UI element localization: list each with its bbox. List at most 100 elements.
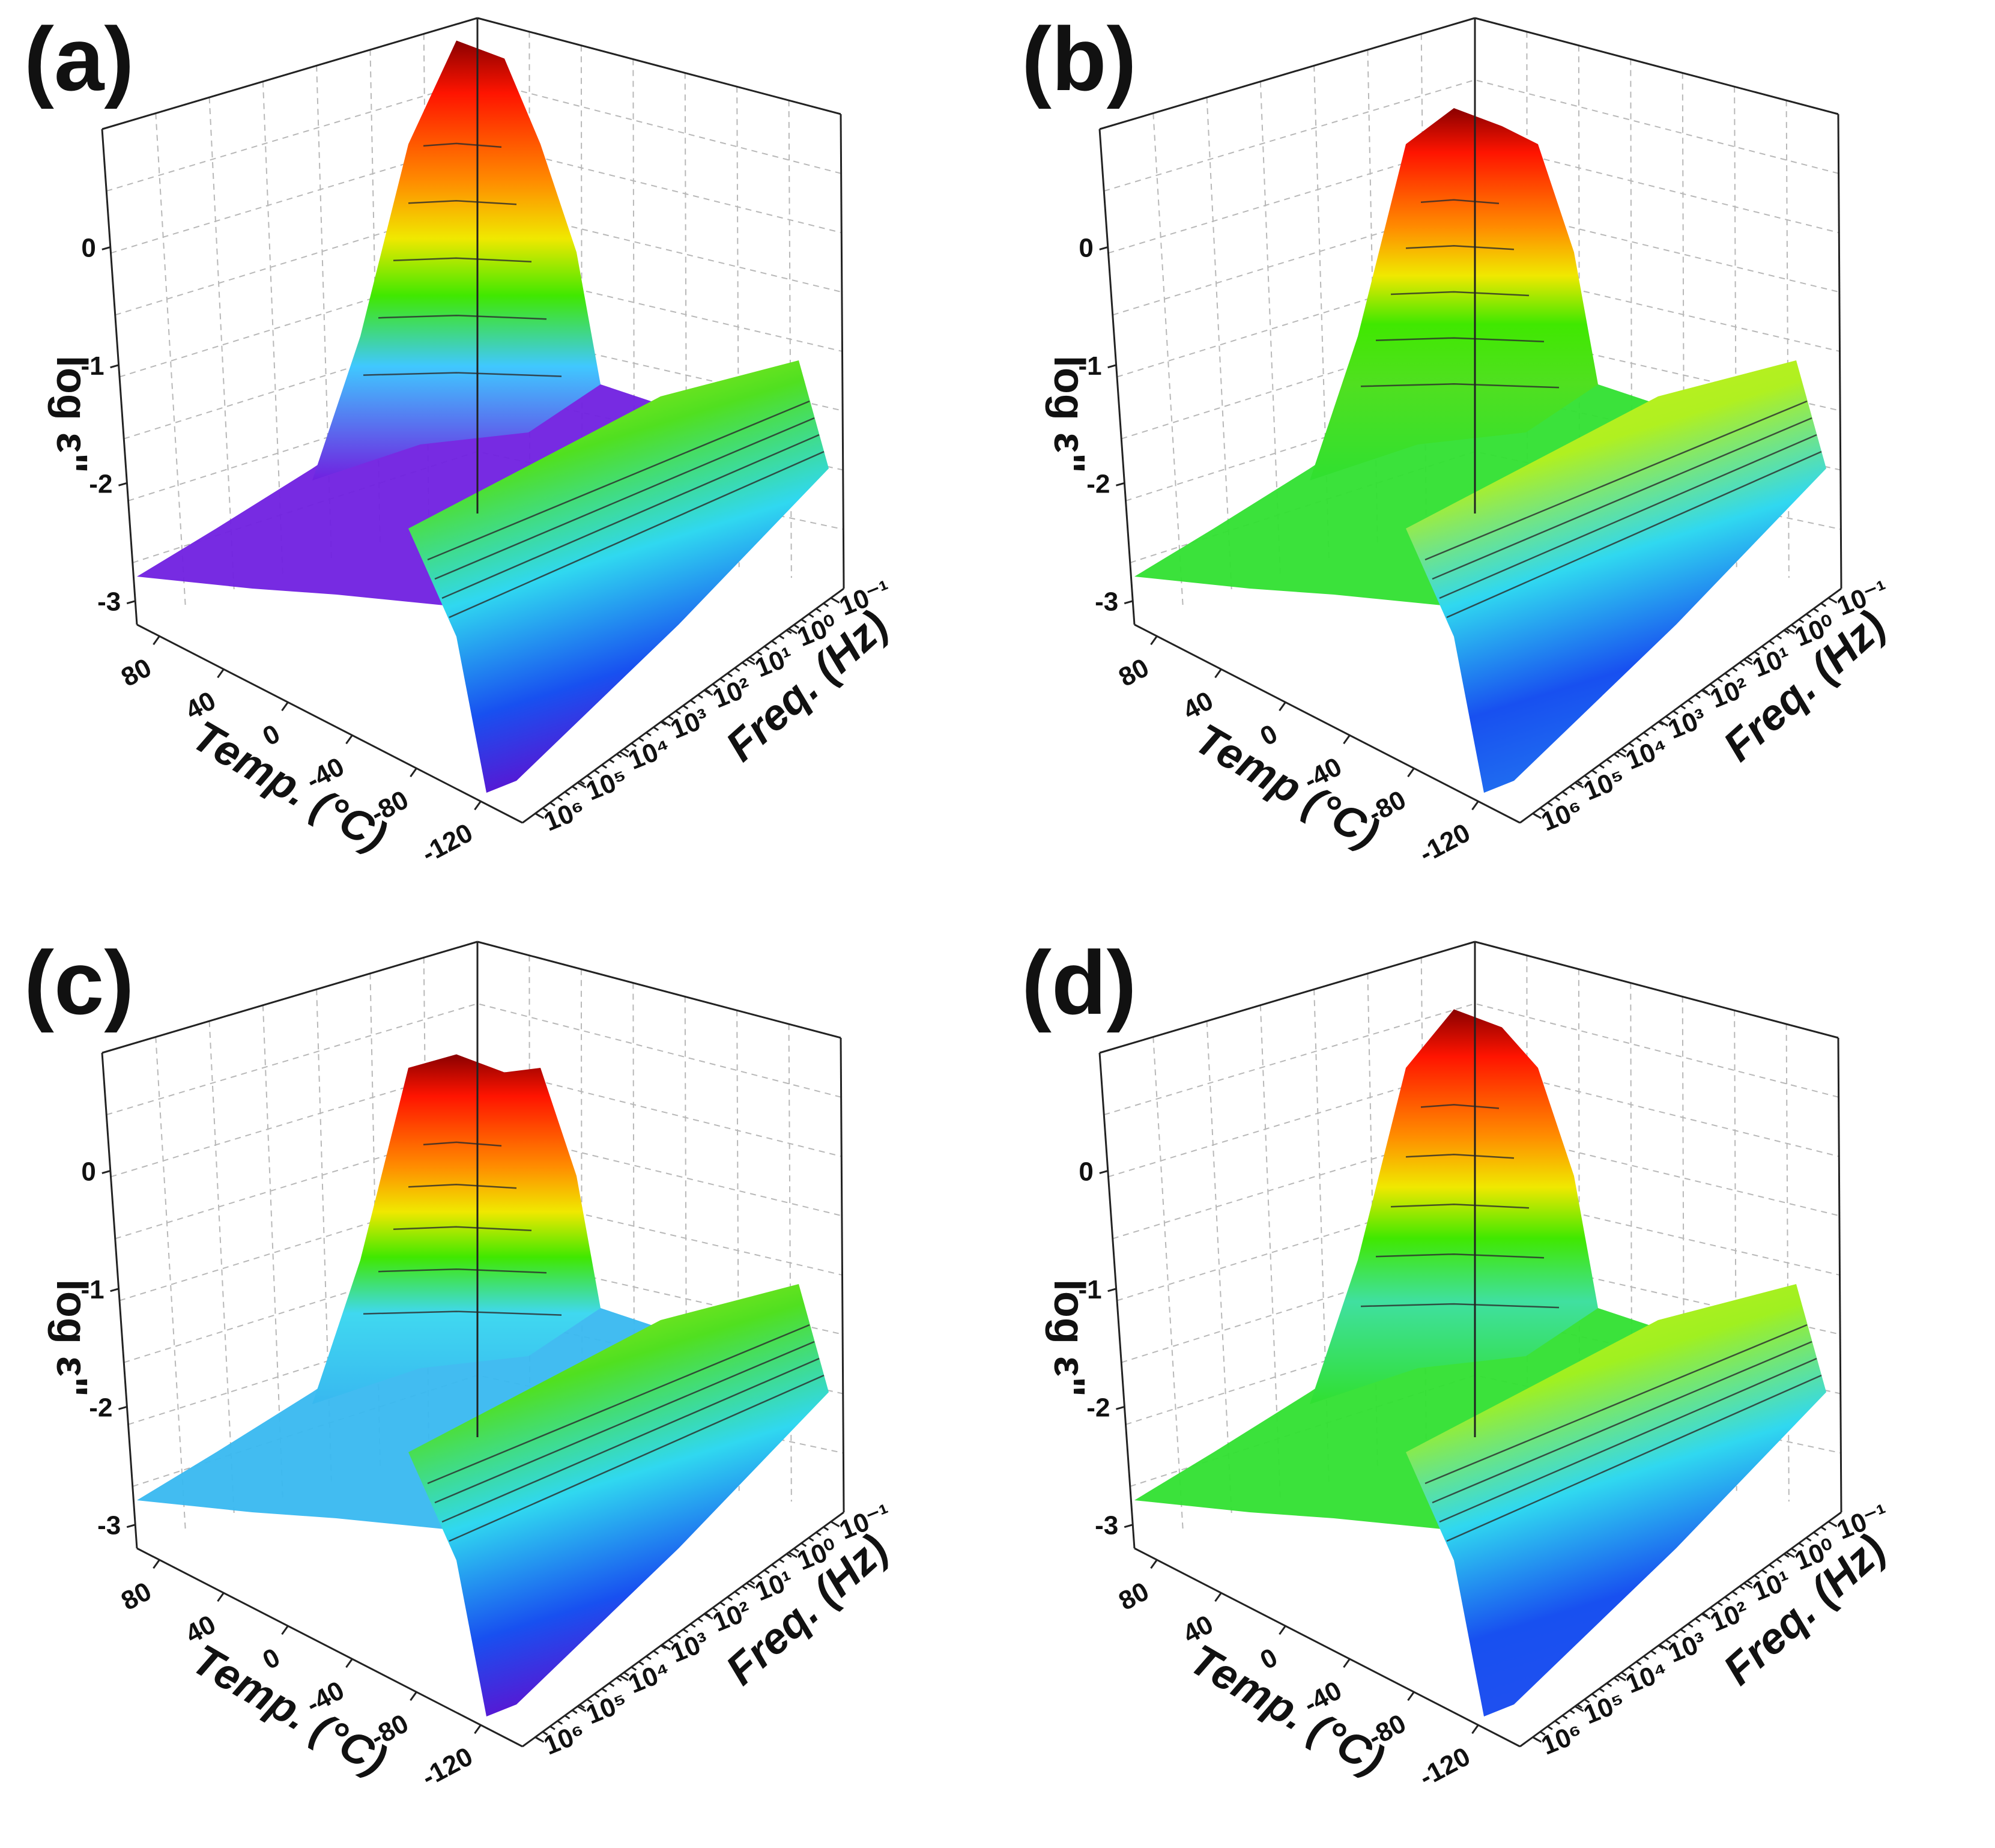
y-minor-tick [1591, 1693, 1597, 1698]
x-tick-label: -120 [417, 1742, 477, 1793]
z-tick-label: 0 [1079, 1157, 1093, 1186]
y-minor-tick [749, 656, 755, 661]
z-tick-label: -1 [1078, 1275, 1101, 1304]
x-tick [281, 701, 289, 712]
panel-label: (c) [24, 932, 134, 1033]
axis-edge [1837, 1037, 1842, 1513]
y-minor-tick [1813, 608, 1819, 613]
y-minor-tick [1606, 759, 1612, 763]
z-tick [1124, 600, 1133, 605]
y-minor-tick [668, 1639, 674, 1644]
y-minor-tick [786, 629, 792, 634]
y-minor-tick [1695, 694, 1701, 699]
chart-panel-a: 0 -1 -2 -3 log ε" 80 40 0 -40 -80 -120 Temp. (°C) 10… [0, 0, 998, 924]
y-minor-tick [594, 1693, 600, 1698]
contour-line [408, 200, 517, 205]
x-tick-label: 80 [117, 1577, 156, 1616]
contour-line [1439, 1357, 1817, 1523]
axis-edge [1474, 941, 1839, 1039]
surface [137, 40, 829, 793]
x-tick [345, 735, 353, 745]
y-minor-tick [682, 1628, 689, 1634]
conductivity-ridge [1406, 1284, 1826, 1716]
y-minor-tick [1613, 753, 1620, 759]
y-minor-tick [778, 1559, 785, 1563]
z-tick-label: -3 [97, 1511, 121, 1541]
y-minor-tick [1554, 796, 1561, 801]
x-tick [1343, 1658, 1351, 1668]
y-minor-tick [823, 1526, 829, 1531]
y-minor-tick [1739, 661, 1745, 667]
y-minor-tick [1532, 1736, 1539, 1741]
z-axis: 0 -1 -2 -3 log ε" [47, 1157, 136, 1541]
relaxation-peak [312, 1054, 601, 1404]
contour-line [1432, 1341, 1812, 1504]
y-minor-tick [801, 1542, 807, 1547]
y-tick [661, 720, 671, 727]
y-tick-label: 10⁶ [540, 794, 590, 837]
y-minor-tick [1547, 802, 1553, 807]
grid-line [1125, 389, 1841, 501]
y-minor-tick [623, 1671, 629, 1677]
y-minor-tick [1650, 726, 1657, 732]
z-tick-label: -2 [1086, 469, 1110, 498]
x-tick [410, 1691, 417, 1701]
grid-line [1206, 1021, 1232, 1517]
y-tick [1827, 597, 1838, 604]
grid-line [788, 1024, 792, 1502]
y-minor-tick [1717, 1601, 1723, 1607]
z-tick [101, 246, 111, 250]
y-tick-label: 10³ [667, 703, 713, 745]
y-minor-tick [1539, 1731, 1546, 1736]
axis-edge [840, 114, 845, 589]
y-minor-tick [579, 780, 586, 785]
y-minor-tick [1584, 1698, 1590, 1703]
y-tick [1659, 720, 1669, 727]
x-tick [153, 635, 160, 646]
y-tick-label: 10⁴ [1621, 1656, 1672, 1699]
axis-edge [840, 1037, 845, 1513]
y-minor-tick [1731, 1590, 1738, 1596]
y-tick [830, 1521, 840, 1527]
z-tick-label: -1 [1078, 351, 1101, 381]
contour-line [1432, 417, 1812, 580]
grid-line [208, 1021, 235, 1517]
y-minor-tick [1813, 1531, 1819, 1536]
y-tick-label: 10⁶ [1537, 794, 1587, 837]
y-minor-tick [1576, 1704, 1583, 1709]
y-minor-tick [1791, 624, 1797, 629]
y-minor-tick [756, 651, 763, 656]
relaxation-peak [312, 40, 601, 480]
y-minor-tick [586, 775, 593, 780]
axis-edge [1837, 114, 1842, 589]
contour-line [363, 372, 562, 377]
grid-line [128, 389, 844, 501]
y-minor-tick [1805, 1537, 1812, 1542]
surface-floor [1134, 384, 1706, 607]
y-minor-tick [1621, 748, 1627, 753]
grid-line [1152, 113, 1184, 609]
y-tick [577, 1705, 587, 1712]
grid-line [128, 1312, 844, 1425]
y-tick-label: 10³ [1664, 703, 1710, 745]
z-tick-label: 0 [1079, 233, 1093, 262]
contour-line [1446, 1374, 1822, 1542]
y-minor-tick [727, 672, 733, 677]
y-minor-tick [1680, 704, 1686, 710]
z-tick [126, 600, 136, 605]
y-minor-tick [1724, 1596, 1731, 1601]
y-minor-tick [1820, 1526, 1827, 1531]
y-tick [1743, 1582, 1753, 1589]
y-tick-label: 10⁴ [624, 732, 674, 775]
y-minor-tick [623, 748, 629, 753]
axis-edge [1474, 17, 1839, 115]
y-minor-tick [616, 753, 622, 759]
y-minor-tick [572, 1709, 578, 1714]
y-minor-tick [1606, 1682, 1612, 1687]
y-tick-label: 10⁴ [1621, 732, 1672, 775]
x-axis-title: Temp. (°C) [1182, 1635, 1392, 1784]
